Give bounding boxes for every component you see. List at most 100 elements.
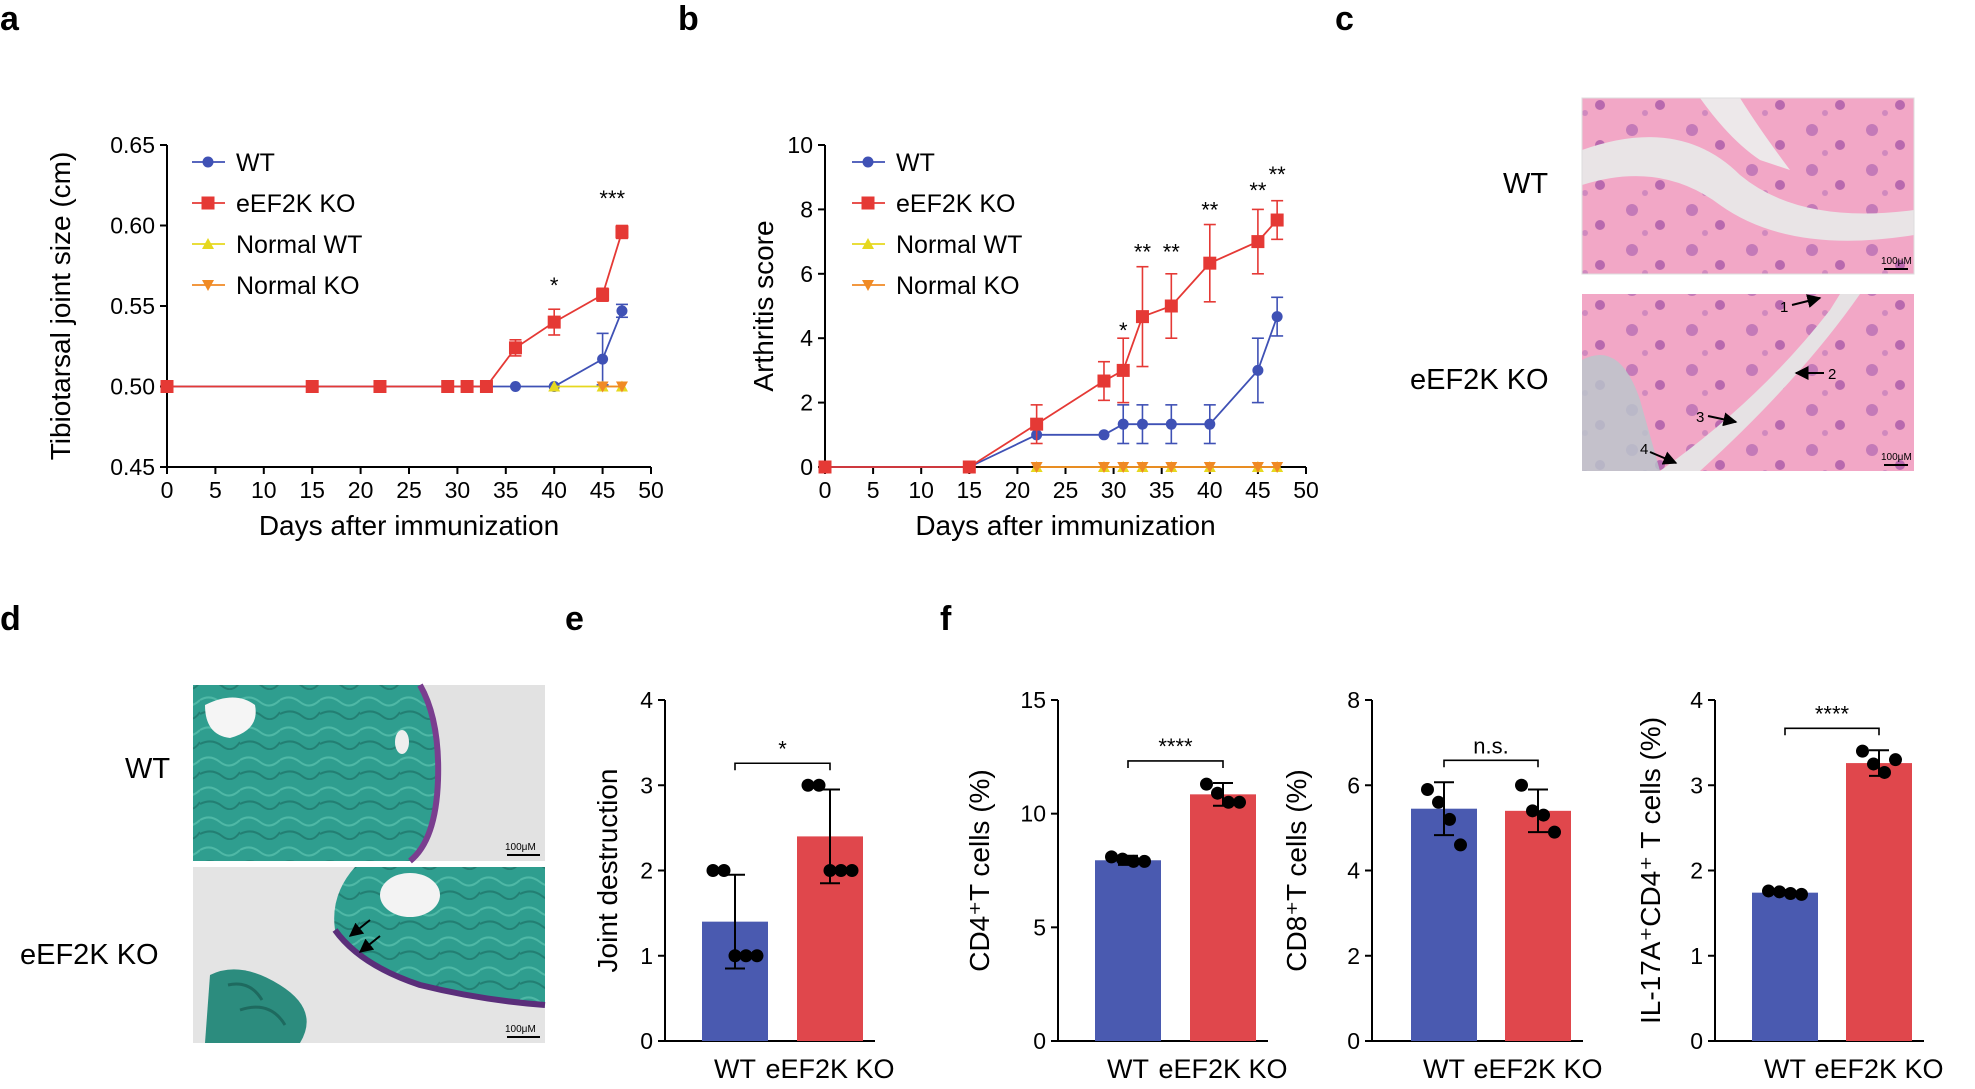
legend-marker [862,156,874,168]
legend-label: Normal KO [896,272,1020,300]
significance-label: ** [1201,197,1219,222]
x-tick-label: WT [1107,1054,1149,1084]
y-tick-label: 0 [1690,1028,1703,1054]
data-point [1548,825,1561,839]
y-axis-label: Joint destruction [592,769,623,973]
data-point [509,381,521,392]
data-point [1211,786,1224,800]
panel-label-f: f [940,600,952,638]
data-point [547,315,561,329]
legend-marker [862,238,874,249]
series-eef2k-ko [160,224,629,393]
panel-label-c: c [1335,0,1354,38]
y-tick-label: 4 [640,687,653,713]
y-tick-label: 10 [1020,801,1046,827]
significance-bracket [734,762,831,771]
data-point [160,380,174,393]
y-tick-label: 0 [1033,1028,1046,1054]
x-tick-label: 35 [493,477,519,503]
x-tick-label: 45 [1245,477,1271,503]
x-tick-label: 30 [445,477,471,503]
legend-marker [861,196,875,210]
data-point [739,949,753,963]
bar-ko [1505,810,1571,1041]
data-point [373,380,387,393]
y-tick-label: 0.45 [110,454,155,480]
significance-bracket [1127,760,1224,768]
data-point [1222,795,1235,809]
scale-bar-c-ko: 100μM [1881,452,1912,463]
y-tick-label: 10 [787,132,813,158]
y-tick-label: 2 [1690,858,1703,884]
data-point [717,864,731,877]
series-line [167,231,623,388]
y-tick-label: 6 [1347,772,1360,798]
y-axis-label: CD8⁺T cells (%) [1281,769,1312,972]
legend-label: WT [896,149,935,177]
bar-ko [1846,763,1912,1041]
chart-a: 0 5 10 15 20 25 30 35 40 45 50 0.45 0.50 0.55 0.60 0.65… [45,132,664,541]
x-tick-label: 15 [299,477,325,503]
legend-marker [202,280,214,291]
data-point [1515,778,1528,792]
data-point [1203,256,1217,270]
chart-f3: 0 1 2 3 4 IL-17A⁺CD4⁺ T cells (%) WT eEF2K KO **… [1635,687,1944,1084]
x-tick-label: 0 [819,477,832,503]
significance-label: ** [1163,239,1181,264]
legend-marker [202,238,214,249]
y-tick-label: 2 [640,858,653,884]
x-tick-label: 5 [209,477,222,503]
data-point [1203,462,1216,473]
data-point [305,380,319,393]
bar-wt [1095,860,1161,1041]
data-point [1784,887,1797,901]
legend-label: Normal WT [236,231,362,259]
significance-label: * [778,736,787,761]
series-normal-ko [596,381,628,393]
data-point [1795,887,1808,901]
x-tick-label: WT [714,1054,756,1084]
significance-label: **** [1158,734,1193,759]
x-tick-label: 20 [1005,477,1031,503]
panel-label-b: b [678,0,699,38]
legend-marker [201,196,215,210]
data-point [1889,753,1902,767]
histology-d-ko: 100μM [193,867,546,1043]
data-point [616,305,628,317]
legend-label: Normal WT [896,231,1022,259]
data-point [1135,310,1149,324]
legend-label: Normal KO [236,272,360,300]
data-point [706,864,720,877]
series-line [825,316,1278,468]
y-tick-label: 4 [1690,687,1703,713]
y-tick-label: 3 [640,772,653,798]
data-point [1271,311,1283,323]
panel-label-e: e [565,600,584,638]
legend-marker [202,156,214,168]
data-point [1116,363,1130,377]
y-axis-label: IL-17A⁺CD4⁺ T cells (%) [1635,717,1666,1024]
y-tick-label: 1 [640,943,653,969]
legend-label: WT [236,149,275,177]
x-tick-label: 40 [1197,477,1223,503]
x-tick-label: eEF2K KO [1473,1054,1602,1084]
data-point [1136,462,1149,473]
histology-c-ko: 1 2 3 4 100μM [1582,294,1914,471]
legend-marker [862,280,874,291]
y-tick-label: 0.60 [110,213,155,239]
data-point [750,949,764,963]
x-tick-label: 0 [161,477,174,503]
x-tick-label: 30 [1101,477,1127,503]
data-point [834,864,848,877]
y-tick-label: 1 [1690,943,1703,969]
legend-label: eEF2K KO [896,190,1016,218]
series-normal-ko [1030,462,1284,473]
image-c-label-wt: WT [1503,168,1548,200]
panel-label-a: a [0,0,20,38]
significance-label: ** [1249,178,1267,203]
y-axis-label: CD4⁺T cells (%) [964,769,995,972]
x-tick-label: 5 [867,477,880,503]
chart-f1: 0 5 10 15 CD4⁺T cells (%) WT eEF2K KO **** [964,687,1288,1084]
data-point [1233,795,1246,809]
